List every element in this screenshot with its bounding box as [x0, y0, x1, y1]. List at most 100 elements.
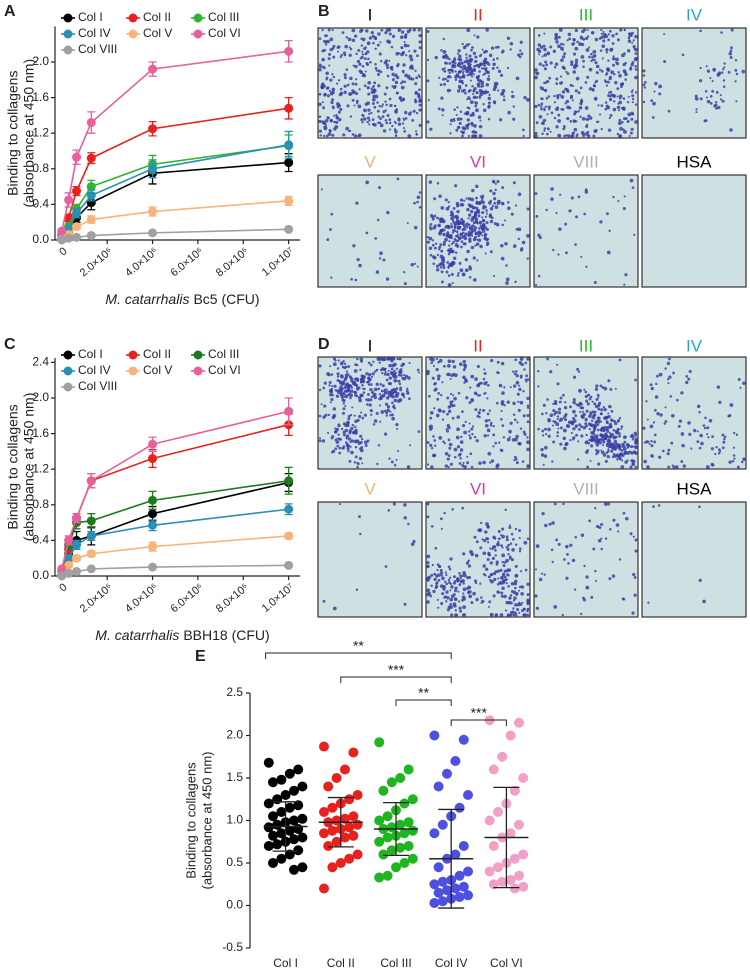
bacterium — [451, 416, 455, 420]
bacterium — [447, 266, 450, 269]
bacterium — [586, 465, 590, 469]
bacterium — [400, 52, 404, 57]
bacterium — [605, 433, 608, 437]
data-point — [64, 560, 74, 570]
bacterium — [661, 449, 665, 453]
bacterium — [546, 132, 549, 136]
bacterium — [437, 248, 440, 251]
bacterium — [501, 560, 505, 564]
bacterium — [601, 57, 604, 60]
bacterium — [540, 453, 545, 457]
bacterium — [608, 97, 613, 102]
bacterium — [453, 57, 456, 60]
bacterium — [524, 613, 527, 617]
bacterium — [410, 542, 415, 547]
panel-letter: C — [4, 336, 16, 353]
micrograph-label: IV — [686, 5, 703, 24]
bacterium — [634, 103, 638, 106]
bacterium — [379, 251, 383, 256]
bacterium — [401, 393, 405, 397]
bacterium — [468, 66, 473, 71]
bacterium — [448, 567, 452, 571]
bacterium — [494, 84, 497, 87]
bacterium — [426, 554, 431, 559]
bacterium — [445, 270, 449, 274]
bacterium — [351, 91, 356, 95]
bacterium — [413, 225, 418, 230]
bacterium — [395, 458, 398, 461]
bacterium — [442, 258, 446, 261]
bacterium — [500, 400, 505, 404]
bacterium — [517, 384, 521, 387]
bacterium — [492, 445, 495, 448]
legend-label: Col III — [208, 10, 239, 24]
micrograph-label: HSA — [677, 152, 713, 171]
bacterium — [459, 448, 464, 452]
bacterium — [377, 32, 381, 36]
bacterium — [553, 101, 557, 104]
data-point — [263, 841, 274, 851]
bacterium — [447, 438, 451, 442]
bacterium — [634, 34, 638, 39]
panel-letter: D — [318, 336, 330, 353]
bacterium — [386, 405, 391, 409]
bacterium — [721, 99, 725, 103]
bacterium — [468, 590, 472, 594]
bacterium — [574, 535, 578, 539]
bacterium — [614, 387, 617, 390]
x-axis-title-species: M. catarrhalis — [95, 627, 179, 643]
bacterium — [612, 55, 615, 58]
bacterium — [418, 103, 422, 107]
data-point — [386, 845, 397, 856]
bacterium — [517, 53, 521, 57]
bacterium — [730, 28, 734, 32]
bacterium — [642, 74, 646, 77]
bacterium — [333, 127, 337, 131]
bacterium — [631, 434, 635, 439]
bacterium — [465, 561, 470, 565]
bacterium — [654, 81, 658, 86]
bacterium — [434, 546, 438, 550]
bacterium — [467, 96, 471, 99]
bacterium — [358, 69, 362, 73]
data-point — [319, 828, 329, 839]
bacterium — [356, 59, 361, 64]
bacterium — [476, 35, 480, 39]
bacterium — [435, 413, 440, 418]
bacterium — [334, 427, 337, 430]
bacterium — [623, 440, 627, 444]
bacterium — [600, 127, 603, 131]
bacterium — [506, 36, 511, 40]
significance-label: *** — [388, 662, 405, 678]
data-point — [386, 822, 397, 833]
bacterium — [583, 212, 586, 216]
bacterium — [620, 85, 623, 88]
bacterium — [580, 42, 585, 47]
bacterium — [517, 441, 521, 446]
bacterium — [526, 436, 529, 439]
bacterium — [650, 440, 653, 443]
micrograph-background — [642, 28, 746, 138]
bacterium — [513, 372, 517, 376]
bacterium — [440, 49, 443, 52]
bacterium — [601, 44, 606, 48]
bacterium — [552, 409, 556, 413]
bacterium — [379, 123, 384, 128]
legend-marker — [193, 29, 203, 39]
bacterium — [353, 461, 357, 464]
bacterium — [462, 375, 466, 380]
data-point — [463, 790, 473, 800]
bacterium — [431, 376, 435, 380]
bacterium — [332, 107, 335, 110]
bacterium — [634, 538, 638, 542]
bacterium — [391, 124, 394, 128]
bacterium — [320, 86, 324, 90]
bacterium — [699, 433, 703, 438]
bacterium — [446, 79, 450, 83]
bacterium — [563, 558, 566, 561]
bacterium — [564, 251, 568, 255]
bacterium — [545, 433, 548, 436]
bacterium — [444, 464, 448, 468]
bacterium — [348, 383, 351, 387]
bacterium — [396, 177, 400, 181]
